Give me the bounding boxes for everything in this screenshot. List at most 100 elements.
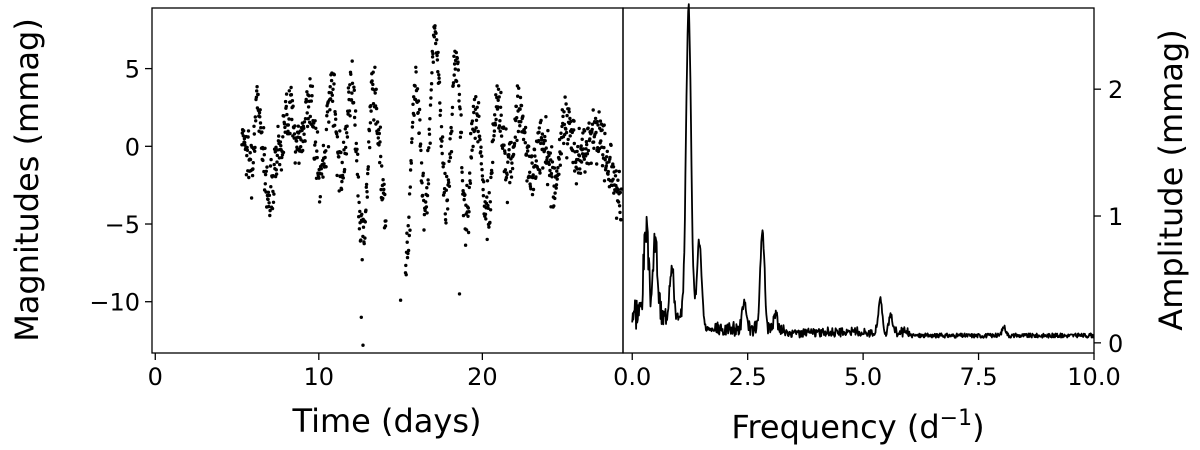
light-curve-point [565, 156, 569, 160]
light-curve-point [471, 104, 476, 109]
light-curve-point [460, 170, 464, 174]
periodogram-series-line [631, 3, 1095, 339]
light-curve-point [450, 112, 454, 117]
light-curve-point [619, 187, 624, 191]
light-curve-point [345, 135, 350, 139]
light-curve-point [447, 184, 452, 188]
light-curve-point [490, 171, 494, 175]
light-curve-point [581, 147, 585, 151]
light-curve-point [602, 179, 607, 183]
light-curve-point [242, 129, 246, 133]
light-curve-point [328, 85, 332, 89]
light-curve-point [366, 171, 370, 176]
light-curve-point [352, 115, 357, 120]
light-curve-point [466, 230, 471, 235]
light-curve-point [494, 93, 498, 97]
light-curve-point [252, 124, 256, 128]
light-curve-point [447, 159, 451, 163]
light-curve-point [468, 171, 472, 175]
light-curve-point [313, 119, 317, 123]
light-curve-point [463, 193, 467, 197]
light-curve-point [382, 182, 386, 186]
light-curve-point [363, 220, 367, 224]
light-curve-point [299, 145, 303, 149]
light-curve-point [374, 87, 378, 92]
light-curve-point [482, 180, 486, 184]
light-curve-point [261, 158, 265, 163]
light-curve-point [450, 105, 455, 110]
light-curve-point [377, 143, 381, 147]
light-curve-point [470, 148, 474, 152]
light-curve-point [417, 107, 422, 112]
light-curve-x-tick-label: 0 [148, 363, 163, 391]
light-curve-point [557, 172, 561, 176]
light-curve-point [518, 95, 523, 100]
light-curve-point [498, 105, 503, 110]
light-curve-point [594, 130, 598, 135]
light-curve-point [561, 114, 565, 119]
light-curve-point [356, 175, 361, 179]
light-curve-point [518, 107, 522, 111]
light-curve-point [537, 138, 541, 143]
light-curve-point [427, 127, 431, 131]
light-curve-point [418, 142, 423, 146]
light-curve-point [383, 224, 388, 228]
light-curve-point [508, 180, 512, 185]
light-curve-point [523, 141, 527, 145]
light-curve-point [579, 144, 583, 148]
light-curve-point [540, 132, 545, 136]
light-curve-point [485, 237, 489, 242]
light-curve-point [253, 115, 257, 119]
light-curve-point [435, 38, 439, 42]
light-curve-point [266, 197, 270, 202]
light-curve-point [405, 240, 409, 244]
light-curve-point [452, 54, 456, 58]
light-curve-point [501, 125, 506, 129]
light-curve-point [377, 131, 381, 136]
light-curve-point [319, 172, 324, 176]
light-curve-point [265, 165, 269, 169]
light-curve-point [534, 159, 538, 163]
light-curve-point [426, 182, 431, 186]
light-curve-point [266, 190, 271, 194]
light-curve-point [289, 93, 294, 97]
light-curve-point [333, 123, 337, 128]
light-curve-point [359, 238, 363, 242]
light-curve-point [567, 110, 571, 114]
light-curve-point [408, 228, 412, 232]
light-curve-point [528, 170, 532, 174]
light-curve-point [435, 58, 440, 62]
light-curve-point [272, 162, 276, 167]
light-curve-point [355, 159, 359, 163]
periodogram-y-tick-label: 2 [1108, 76, 1123, 104]
light-curve-point [268, 208, 272, 213]
light-curve-point [548, 151, 552, 155]
light-curve-point [305, 111, 309, 115]
light-curve-point [430, 71, 434, 75]
light-curve-point [248, 157, 253, 162]
light-curve-point [371, 82, 375, 87]
light-curve-point [598, 119, 603, 123]
light-curve-y-tick-label: 5 [125, 56, 140, 84]
light-curve-point [344, 145, 348, 150]
light-curve-point [550, 160, 555, 164]
light-curve-frame [151, 7, 624, 354]
light-curve-point [609, 143, 613, 147]
light-curve-point [450, 129, 454, 133]
light-curve-point [325, 110, 330, 114]
light-curve-point [407, 233, 411, 238]
light-curve-point [361, 225, 366, 229]
light-curve-point [426, 148, 430, 153]
light-curve-points [240, 24, 624, 347]
light-curve-point [574, 160, 578, 165]
light-curve-point [435, 53, 439, 58]
light-curve-point [458, 107, 462, 111]
light-curve-point [398, 298, 403, 302]
light-curve-point [321, 143, 326, 148]
light-curve-point [474, 118, 479, 123]
light-curve-point [269, 185, 273, 189]
light-curve-point [492, 129, 497, 133]
light-curve-point [496, 87, 501, 92]
light-curve-point [407, 192, 412, 196]
periodogram-panel: 0.0 2.5 5.0 7.5 10.0 0 1 2 Frequency (d−1) Amp… [613, 3, 1190, 446]
